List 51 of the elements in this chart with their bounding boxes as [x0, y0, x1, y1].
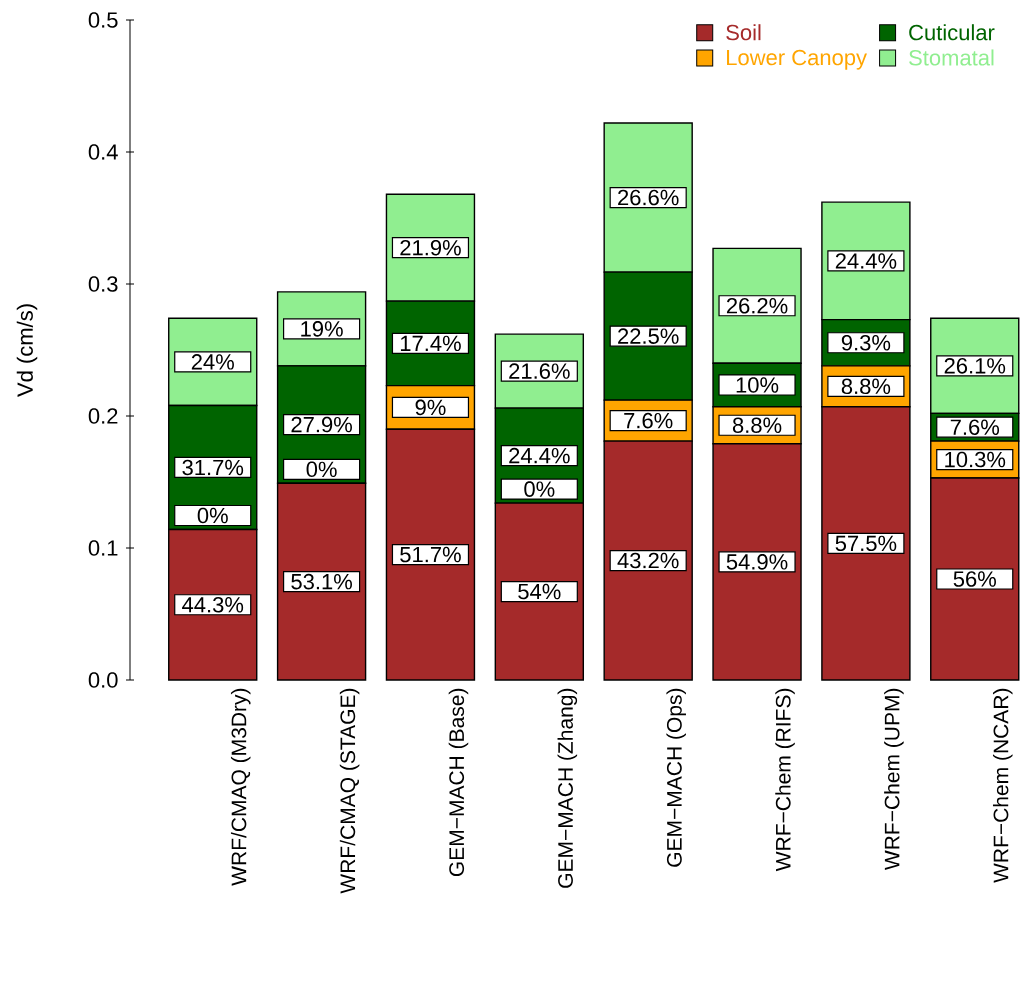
annotation: 10%	[736, 377, 779, 393]
annotation: 26.1%	[944, 358, 1006, 374]
legend-label: Cuticular	[909, 24, 995, 41]
y-tick-label: 0.4	[88, 144, 118, 160]
annotation: 43.2%	[617, 552, 679, 569]
annotation: 27.9%	[291, 416, 352, 433]
y-tick-label: 0.2	[88, 408, 118, 424]
annotation: 53.1%	[291, 573, 352, 590]
y-tick-label: 0.0	[88, 672, 118, 688]
legend-label: Lower Canopy	[727, 49, 867, 70]
annotation: 0%	[524, 481, 555, 497]
annotation: 26.6%	[618, 189, 679, 206]
x-tick-label: WRF−Chem (NCAR)	[992, 688, 1013, 883]
legend-label: Stomatal	[909, 49, 994, 66]
annotation: 9%	[415, 399, 446, 416]
annotation: 54%	[518, 583, 561, 600]
annotation: 57.5%	[835, 535, 897, 552]
annotation: 24.4%	[509, 447, 570, 464]
x-tick-label: WRF−Chem (UPM)	[884, 688, 904, 871]
y-tick-label: 0.3	[88, 276, 118, 292]
annotation: 8.8%	[841, 378, 891, 395]
annotation: 9.3%	[841, 334, 891, 351]
annotation: 56%	[953, 571, 996, 587]
annotation: 26.2%	[726, 297, 788, 314]
annotation: 8.8%	[732, 417, 782, 434]
annotation: 7.6%	[624, 412, 673, 429]
y-tick-label: 0.1	[88, 540, 118, 556]
annotation: 0%	[306, 461, 337, 478]
annotation: 17.4%	[400, 335, 461, 352]
annotation: 21.9%	[400, 239, 461, 256]
annotation: 24%	[191, 354, 234, 370]
annotation: 31.7%	[182, 459, 244, 476]
annotation: 44.3%	[182, 596, 244, 613]
y-tick-label: 0.5	[88, 12, 118, 28]
x-tick-label: WRF/CMAQ (STAGE)	[339, 688, 360, 894]
x-tick-label: GEM−MACH (Zhang)	[557, 688, 578, 888]
annotation: 19%	[301, 321, 343, 337]
annotation: 22.5%	[618, 328, 679, 344]
x-tick-label: WRF/CMAQ (M3Dry)	[230, 688, 251, 886]
annotation: 24.4%	[835, 253, 897, 269]
x-tick-label: GEM−MACH (Ops)	[666, 688, 686, 867]
x-tick-label: WRF−Chem (RIFS)	[775, 688, 795, 872]
annotation: 54.9%	[726, 554, 788, 570]
legend-label: Soil	[726, 24, 761, 41]
x-tick-label: GEM−MACH (Base)	[448, 688, 469, 877]
annotation: 51.7%	[400, 546, 461, 563]
annotation: 10.3%	[945, 451, 1006, 468]
y-axis-title: Vd (cm/s)	[16, 304, 38, 397]
annotation: 7.6%	[950, 419, 1000, 436]
annotation: 21.6%	[509, 363, 570, 379]
annotation: 0%	[197, 507, 228, 524]
